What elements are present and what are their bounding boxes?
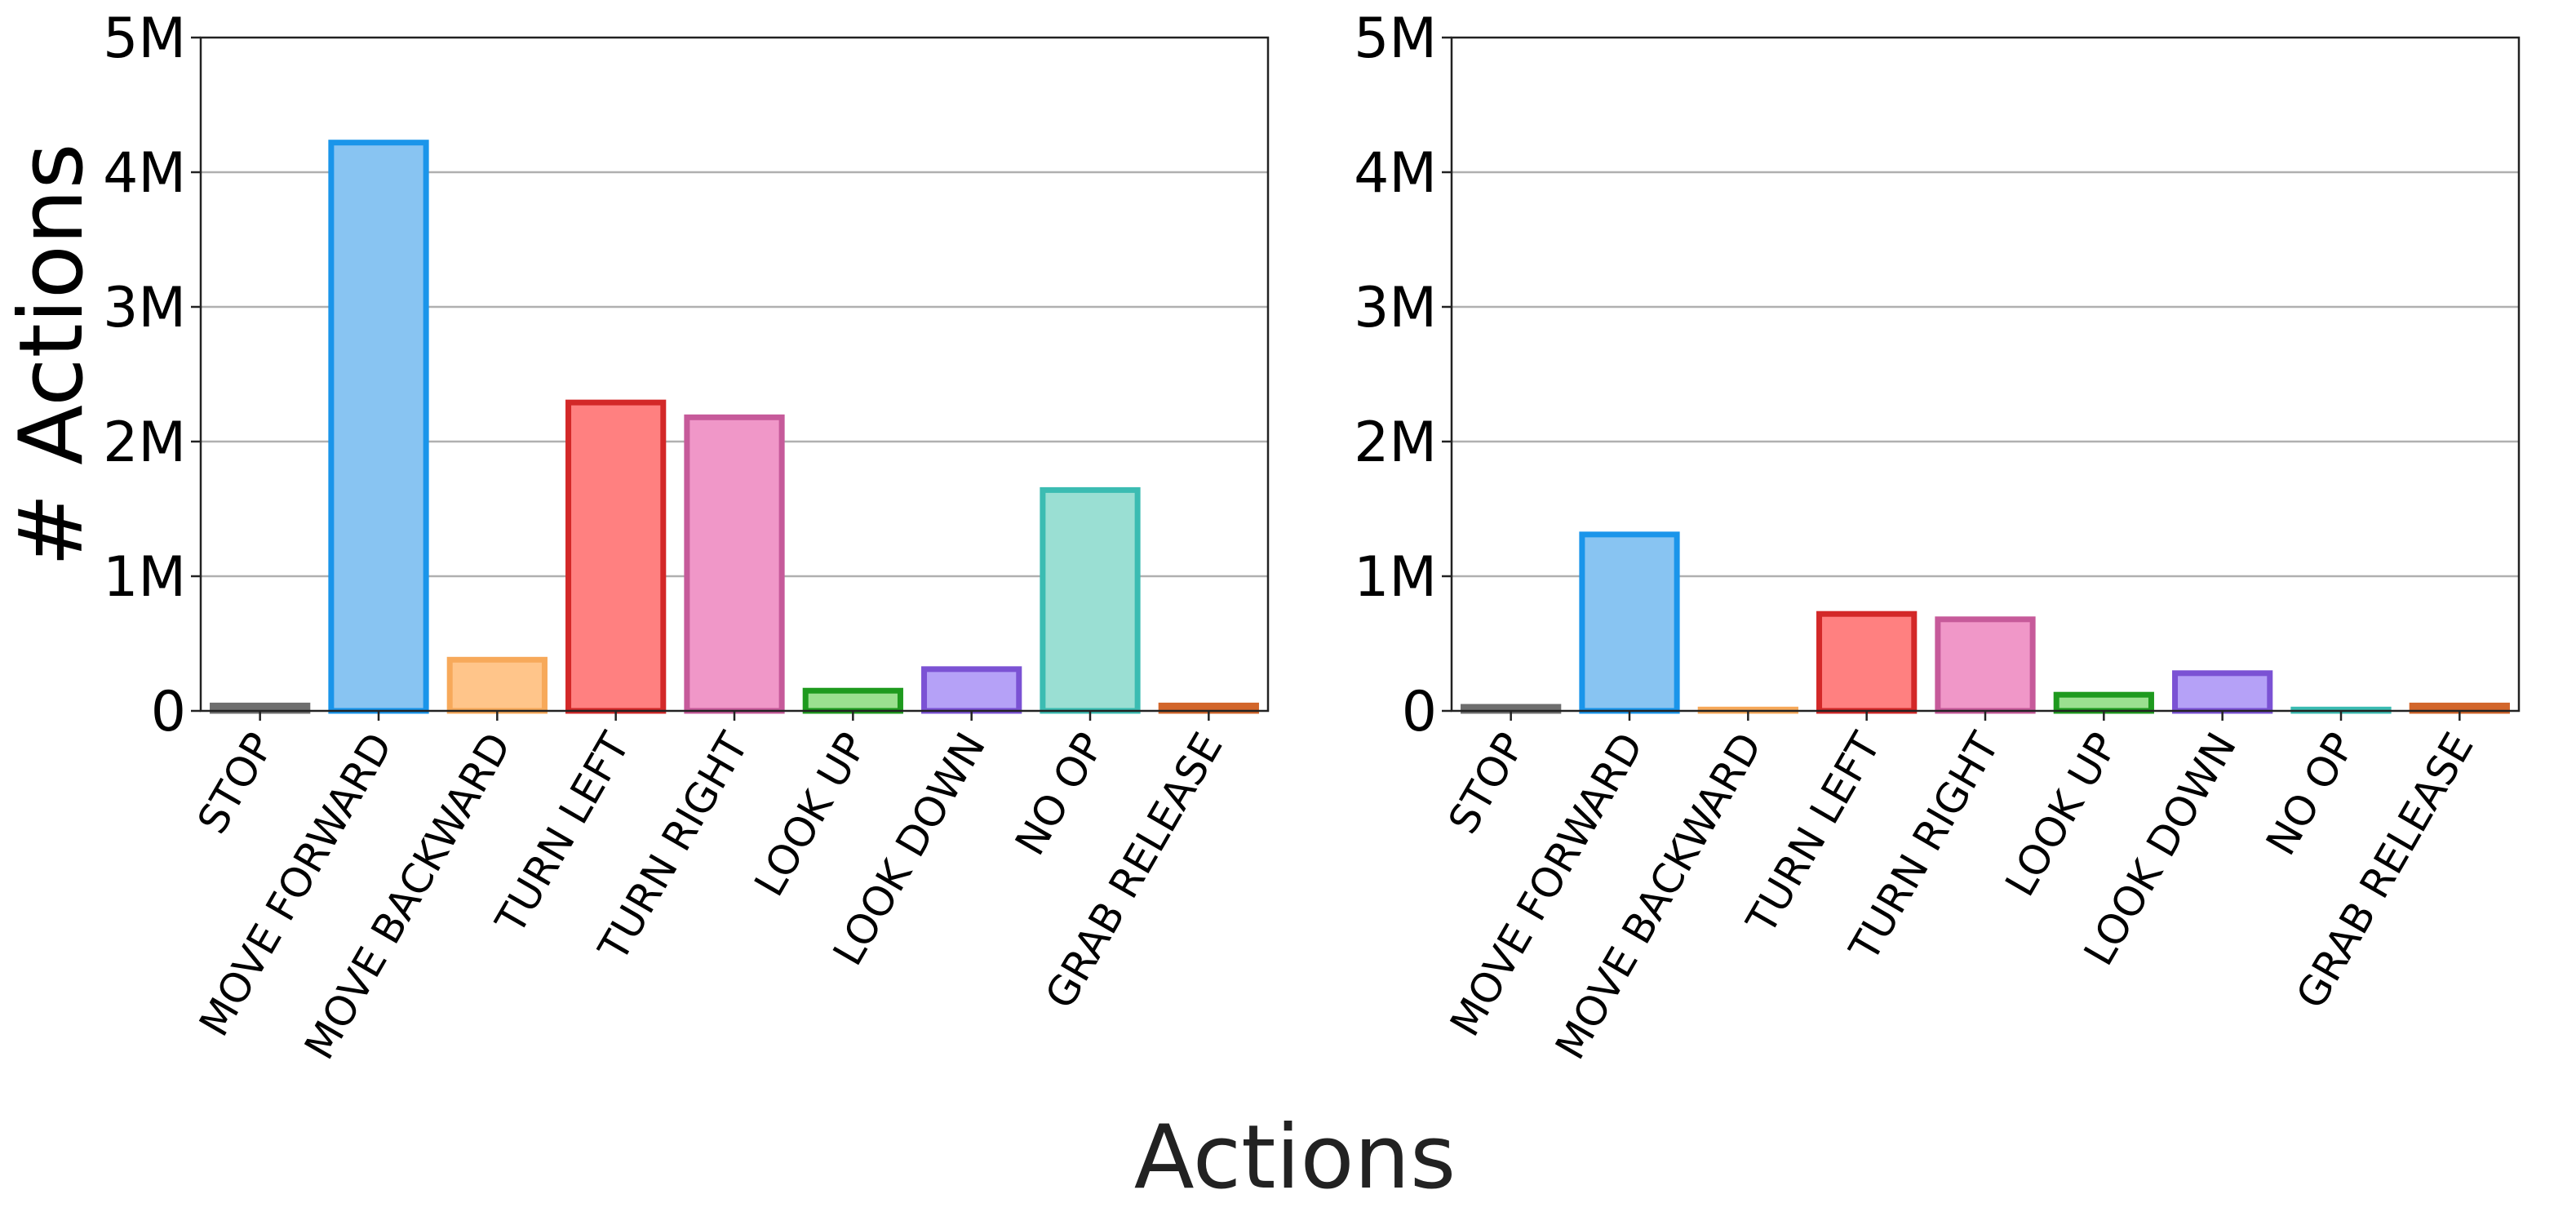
y-tick-label: 3M xyxy=(1354,276,1437,340)
bar xyxy=(2172,670,2273,714)
bar xyxy=(446,656,548,714)
bar xyxy=(1816,610,1918,714)
y-tick-label: 1M xyxy=(103,545,186,610)
y-tick-label: 2M xyxy=(103,411,186,475)
plot-frame xyxy=(1450,36,2521,713)
bar xyxy=(1579,531,1680,714)
plot-frame xyxy=(199,36,1270,713)
x-tick-label: STOP xyxy=(188,725,283,841)
y-tick-label: 1M xyxy=(1354,545,1437,610)
y-axis-title: # Actions xyxy=(1,143,103,566)
x-tick-label: MOVE BACKWARD xyxy=(1546,725,1771,1068)
bar xyxy=(2053,691,2154,714)
bar xyxy=(328,140,429,714)
bar xyxy=(921,666,1022,714)
x-tick-label: NO OP xyxy=(2257,725,2364,863)
x-tick-label: NO OP xyxy=(1006,725,1113,863)
y-tick-label: 4M xyxy=(1354,141,1437,206)
x-tick-label: LOOK UP xyxy=(745,725,876,904)
y-tick-label: 5M xyxy=(1354,7,1437,71)
x-tick-label: MOVE BACKWARD xyxy=(295,725,521,1068)
bar xyxy=(1935,616,2036,714)
y-tick-label: 0 xyxy=(151,680,186,744)
x-tick-label: STOP xyxy=(1439,725,1534,841)
x-axis-title: Actions xyxy=(1134,1107,1456,1209)
y-tick-label: 0 xyxy=(1402,680,1437,744)
x-tick-label: LOOK UP xyxy=(1996,725,2126,904)
y-tick-label: 2M xyxy=(1354,411,1437,475)
bar xyxy=(565,399,667,714)
y-tick-label: 4M xyxy=(103,141,186,206)
y-tick-label: 3M xyxy=(103,276,186,340)
bar xyxy=(684,414,785,714)
bar xyxy=(1040,486,1141,714)
bar xyxy=(802,687,903,714)
y-tick-label: 5M xyxy=(103,7,186,71)
